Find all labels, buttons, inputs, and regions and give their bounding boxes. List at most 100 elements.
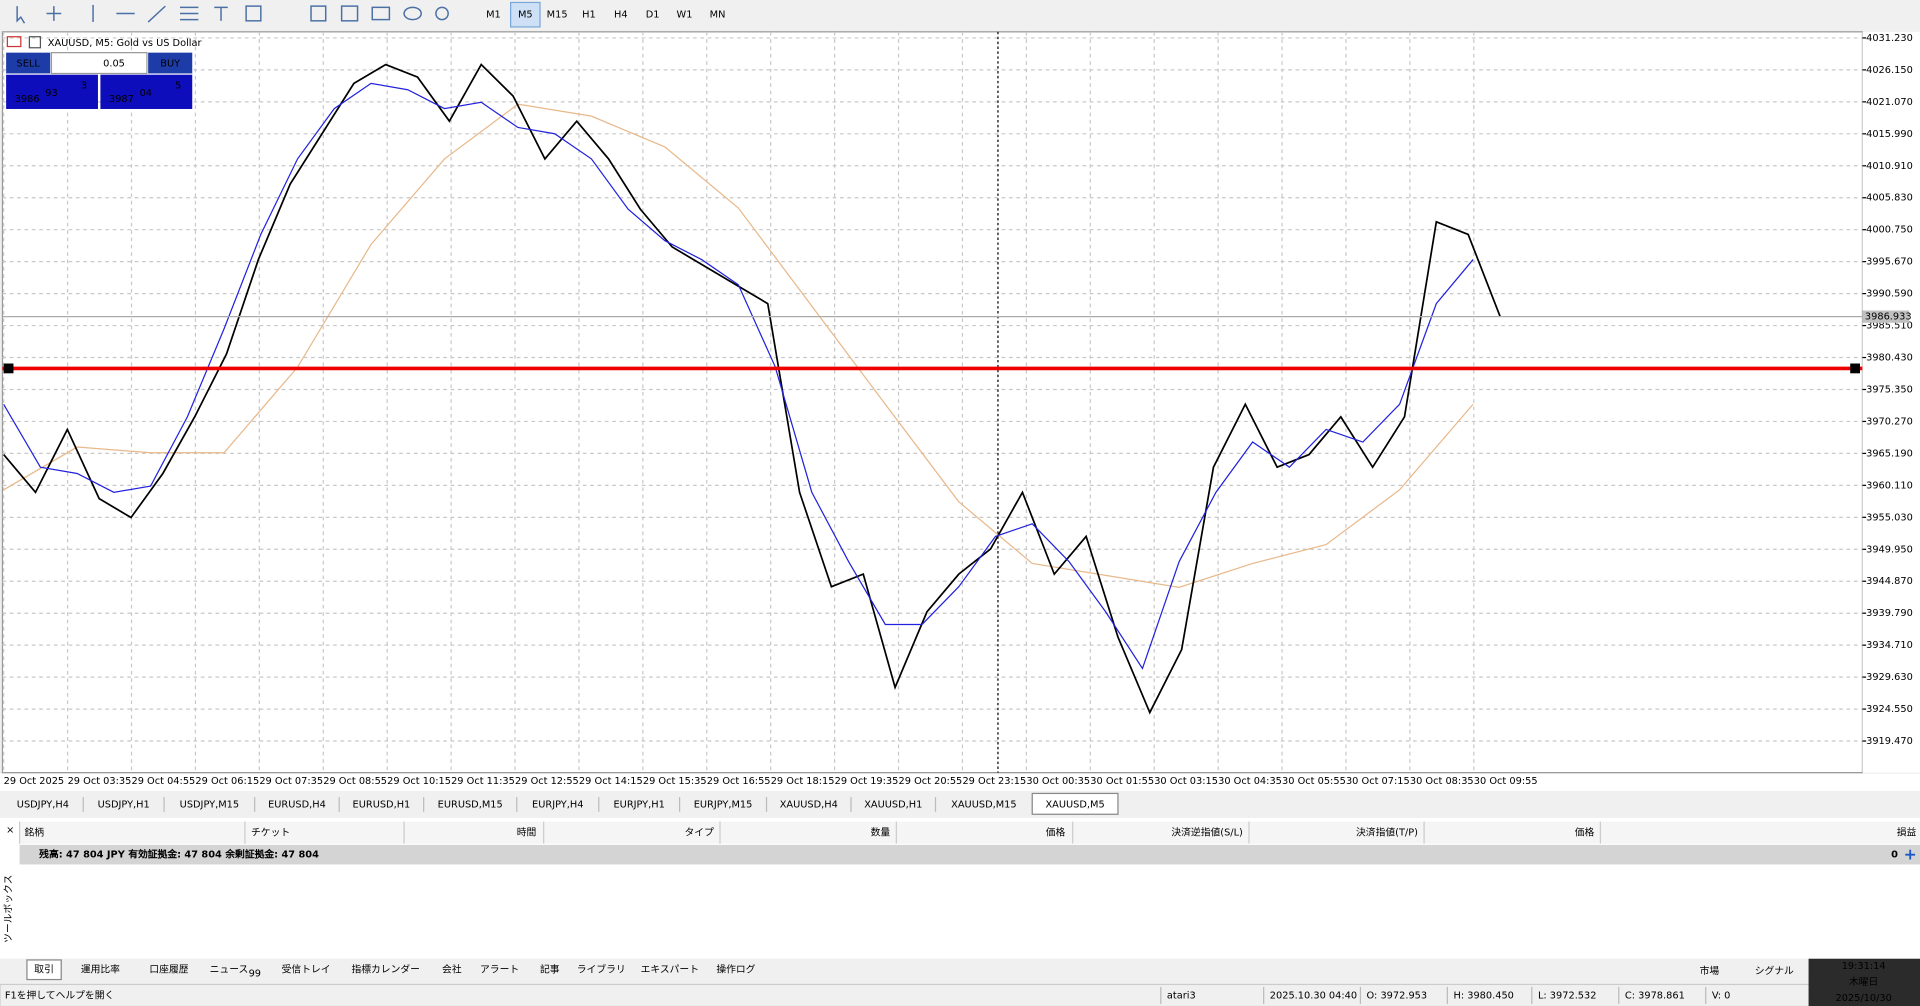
y-tick-label: 3944.870	[1866, 576, 1913, 587]
column-header[interactable]: チケット	[251, 827, 290, 839]
column-header[interactable]: 価格	[1575, 826, 1595, 839]
x-tick-label: 30 Oct 01:55	[1090, 776, 1154, 787]
sell-button[interactable]	[6, 52, 51, 74]
timeframe-button[interactable]: M15	[547, 10, 568, 21]
column-header[interactable]: 決済指値(T/P)	[1356, 826, 1418, 839]
terminal-tab[interactable]: 取引	[34, 964, 54, 976]
x-tick-label: 29 Oct 10:15	[387, 776, 451, 787]
grid	[2, 31, 1863, 773]
clock-weekday: 木曜日	[1849, 976, 1878, 988]
chart-tab[interactable]: XAUUSD,M15	[951, 799, 1016, 810]
status-high: H: 3980.450	[1453, 990, 1513, 1001]
signal-link[interactable]: シグナル	[1755, 964, 1794, 977]
buy-label: BUY	[160, 59, 180, 70]
chart-tab[interactable]: USDJPY,H1	[98, 799, 150, 810]
chart-tab[interactable]: EURUSD,M15	[438, 799, 503, 810]
chart-tab[interactable]: XAUUSD,H1	[864, 799, 922, 810]
chart-tab[interactable]: EURJPY,H1	[613, 799, 664, 810]
close-terminal[interactable]: ×	[6, 825, 14, 836]
y-tick-label: 3980.430	[1866, 353, 1913, 364]
sell-label: SELL	[17, 59, 41, 70]
timeframe-button[interactable]: W1	[677, 10, 693, 21]
crosshair-icon[interactable]	[46, 6, 62, 21]
terminal-tab[interactable]: 指標カレンダー	[351, 963, 419, 976]
timeframe-active	[510, 1, 541, 28]
column-header[interactable]: 決済逆指値(S/L)	[1171, 826, 1243, 839]
chart-tab-active	[1031, 792, 1119, 815]
shape-icon[interactable]	[403, 6, 422, 21]
chart-tab[interactable]: XAUUSD,M5	[1045, 799, 1104, 810]
terminal-tab[interactable]: 受信トレイ	[282, 964, 331, 976]
timeframe-button[interactable]: M1	[486, 10, 501, 21]
status-profile: atari3	[1167, 990, 1196, 1001]
text-icon[interactable]	[214, 6, 228, 21]
chart-tab[interactable]: USDJPY,H4	[17, 799, 69, 810]
terminal-tab[interactable]: エキスパート	[641, 964, 699, 976]
label-icon[interactable]	[310, 5, 327, 22]
timeframe-button[interactable]: H1	[582, 10, 596, 21]
timeframe-button[interactable]: D1	[646, 10, 660, 21]
terminal-tab[interactable]: アラート	[480, 964, 519, 976]
add-button[interactable]	[1905, 849, 1916, 860]
y-tick-label: 3949.950	[1866, 544, 1913, 555]
lot-box[interactable]	[50, 52, 148, 75]
x-tick-label: 29 Oct 15:35	[643, 776, 707, 787]
terminal-tab[interactable]: 会社	[442, 963, 462, 976]
rect-icon[interactable]	[245, 5, 262, 22]
time-axis	[0, 773, 1920, 791]
x-tick-label: 30 Oct 03:15	[1154, 776, 1218, 787]
ask-big: 3987	[109, 94, 134, 105]
column-header[interactable]: タイプ	[685, 827, 715, 839]
bid-box[interactable]	[6, 74, 98, 109]
x-tick-label: 30 Oct 04:35	[1218, 776, 1282, 787]
terminal-tab[interactable]: 口座履歴	[149, 963, 188, 976]
terminal-tab[interactable]: ライブラリ	[577, 963, 626, 976]
chart-tab[interactable]: EURUSD,H4	[268, 799, 326, 810]
status-bar	[0, 983, 1920, 1006]
chart-tab[interactable]: EURUSD,H1	[353, 799, 411, 810]
column-header[interactable]: 数量	[871, 826, 891, 839]
chart-tab[interactable]: XAUUSD,H4	[780, 799, 838, 810]
status-datetime: 2025.10.30 04:40	[1270, 990, 1357, 1001]
chart-area[interactable]	[1, 31, 1864, 774]
trend-icon[interactable]	[147, 5, 166, 23]
more-icon[interactable]	[435, 6, 449, 21]
x-tick-label: 30 Oct 00:35	[1026, 776, 1090, 787]
y-tick-label: 3960.110	[1866, 480, 1913, 491]
market-link[interactable]: 市場	[1700, 964, 1720, 977]
terminal-tab[interactable]: ニュース	[210, 965, 249, 976]
timeframe-button[interactable]: H4	[614, 10, 628, 21]
column-header[interactable]: 時間	[517, 827, 537, 839]
chart-tab[interactable]: EURJPY,H4	[532, 799, 583, 810]
terminal-tab[interactable]: 運用比率	[81, 963, 120, 976]
column-header[interactable]: 価格	[1046, 826, 1066, 839]
terminal-tab[interactable]: 記事	[540, 963, 560, 976]
fibo-icon[interactable]	[180, 6, 199, 21]
x-tick-label: 29 Oct 16:55	[707, 776, 771, 787]
y-tick-label: 3919.470	[1866, 736, 1913, 747]
column-header[interactable]: 銘柄	[24, 826, 44, 839]
bid-main: 93	[45, 88, 57, 99]
chart-icon[interactable]	[340, 5, 359, 22]
y-tick-label: 3970.270	[1866, 416, 1913, 427]
x-tick-label: 29 Oct 11:35	[451, 776, 515, 787]
column-header[interactable]: 損益	[1897, 826, 1917, 839]
timeframe-button[interactable]: M5	[518, 10, 533, 21]
buy-button[interactable]	[148, 52, 193, 74]
timeframe-button[interactable]: MN	[710, 10, 726, 21]
x-tick-label: 29 Oct 20:55	[899, 776, 963, 787]
y-tick-label: 3975.350	[1866, 384, 1913, 395]
y-tick-label: 3965.190	[1866, 448, 1913, 459]
bid-small: 3	[81, 81, 87, 92]
terminal-tab[interactable]: 操作ログ	[716, 963, 755, 976]
ask-box[interactable]	[100, 74, 193, 109]
level-handle[interactable]	[3, 363, 14, 374]
chart-tab[interactable]: USDJPY,M15	[180, 799, 239, 810]
y-tick-label: 3939.790	[1866, 608, 1913, 619]
bid-label-box	[1862, 310, 1909, 323]
chart-tab[interactable]: EURJPY,M15	[694, 799, 753, 810]
level-handle[interactable]	[1850, 363, 1860, 374]
ok-icon[interactable]	[371, 6, 391, 21]
cursor-icon[interactable]	[16, 6, 26, 24]
chart-header: XAUUSD, M5: Gold vs US Dollar	[48, 38, 203, 49]
